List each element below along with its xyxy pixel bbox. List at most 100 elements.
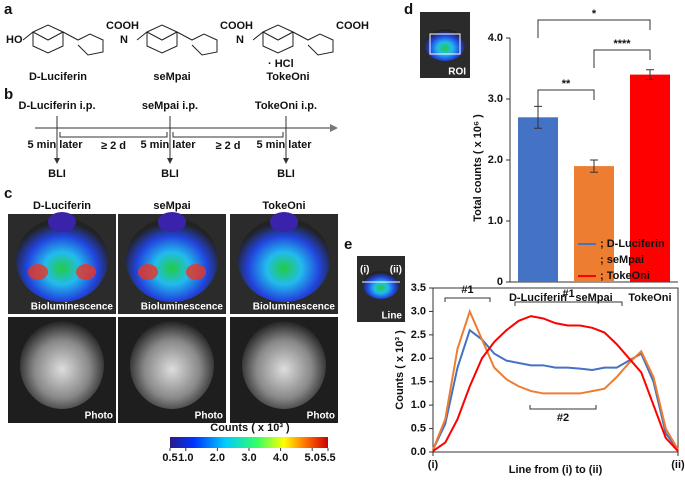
- legend-label: ; D-Luciferin: [600, 238, 665, 250]
- y-tick-label: 2.0: [411, 352, 426, 364]
- y-tick-label: 1.0: [411, 399, 426, 411]
- readout: BLI: [48, 168, 66, 180]
- roi-signal: [425, 29, 465, 61]
- colorbar-tick-label: 5.0: [305, 452, 320, 464]
- annotation: #1: [562, 288, 574, 300]
- annotation-bracket: [514, 301, 623, 306]
- legend-label: ; seMpai: [600, 254, 644, 266]
- legend-label: ; TokeOni: [600, 270, 650, 282]
- mouse: [242, 321, 326, 409]
- y-tick-label: 0.0: [411, 446, 426, 458]
- row-label: Photo: [195, 411, 223, 422]
- compound-name: D-Luciferin: [29, 71, 87, 83]
- y-tick-label: 4.0: [488, 32, 503, 44]
- colorbar-tick-label: 4.0: [273, 452, 288, 464]
- readout: BLI: [277, 168, 295, 180]
- y-tick-label: 2.5: [411, 329, 426, 341]
- x-tick-label: D-Luciferin: [509, 292, 567, 304]
- roi-box: [429, 33, 461, 55]
- significance-bracket: [537, 19, 651, 38]
- arrow-head: [167, 158, 173, 164]
- group-label: N: [120, 34, 128, 46]
- structure: [136, 31, 218, 56]
- row-label: Bioluminescence: [253, 302, 336, 313]
- hotspot: [76, 264, 96, 280]
- panel-label: b: [4, 86, 13, 103]
- signal: [16, 218, 108, 302]
- injection: TokeOni i.p.: [255, 100, 317, 112]
- colorbar-tick-label: 5.5: [320, 452, 335, 464]
- x-tick-label: seMpai: [575, 292, 612, 304]
- significance: **: [562, 78, 571, 90]
- column-title: TokeOni: [262, 200, 305, 212]
- annotation: #1: [461, 284, 473, 296]
- head: [270, 212, 298, 232]
- signal: [238, 218, 330, 302]
- head: [158, 212, 186, 232]
- readout: BLI: [161, 168, 179, 180]
- x-tick-label: (ii): [671, 459, 685, 471]
- bar: [518, 117, 558, 282]
- significance-bracket: [593, 49, 651, 68]
- significance-bracket: [537, 89, 595, 108]
- y-tick-label: 1.0: [488, 215, 503, 227]
- mouse: [130, 321, 214, 409]
- plot-frame: [432, 287, 679, 453]
- group-label: N: [236, 34, 244, 46]
- hotspot: [186, 264, 206, 280]
- interval: ≥ 2 d: [101, 140, 126, 152]
- annotation-bracket: [529, 405, 597, 410]
- arrow-head: [283, 158, 289, 164]
- group-label: COOH: [336, 20, 369, 32]
- colorbar-tick-label: 1.0: [178, 452, 193, 464]
- x-axis-label: Line from (i) to (ii): [509, 464, 603, 476]
- inset-label: ROI: [448, 67, 466, 78]
- line-signal: [363, 271, 399, 299]
- hotspot: [138, 264, 158, 280]
- delay: 5 min later: [140, 139, 196, 151]
- error-bar: [590, 159, 598, 173]
- group-label: COOH: [220, 20, 253, 32]
- signal: [126, 218, 218, 302]
- x-tick-label: TokeOni: [628, 292, 671, 304]
- arrow-head: [54, 158, 60, 164]
- interval: ≥ 2 d: [216, 140, 241, 152]
- hotspot: [28, 264, 48, 280]
- delay: 5 min later: [27, 139, 83, 151]
- column-title: D-Luciferin: [33, 200, 91, 212]
- annotation: #2: [557, 412, 569, 424]
- colorbar: [170, 437, 328, 448]
- compound-name: seMpai: [153, 71, 190, 83]
- colorbar-tick-label: 2.0: [210, 452, 225, 464]
- structure: [22, 31, 104, 56]
- compound-name: TokeOni: [266, 71, 309, 83]
- bar: [574, 166, 614, 282]
- ring: [32, 24, 64, 54]
- injection: D-Luciferin i.p.: [19, 100, 96, 112]
- panel-label: c: [4, 185, 12, 202]
- panel-label: e: [344, 236, 352, 253]
- panel-label: d: [404, 1, 413, 18]
- colorbar-title: Counts ( x 10³ ): [210, 422, 290, 434]
- error-bar: [646, 69, 654, 80]
- brace: [59, 132, 168, 138]
- figure-body: a b c d e D-Luciferin HO COOH seMpai N COOH TokeOni…: [4, 1, 685, 476]
- significance: ****: [613, 38, 631, 50]
- ring: [146, 24, 178, 54]
- panel-label: a: [4, 1, 13, 18]
- ring: [262, 24, 294, 54]
- brace: [172, 132, 284, 138]
- y-tick-label: 3.5: [411, 282, 426, 294]
- colorbar-tick-label: 3.0: [241, 452, 256, 464]
- y-tick-label: 2.0: [488, 154, 503, 166]
- y-tick-label: 3.0: [411, 305, 426, 317]
- y-tick-label: 0: [497, 276, 503, 288]
- injection: seMpai i.p.: [142, 100, 198, 112]
- colorbar-tick-label: 0.5: [162, 452, 177, 464]
- significance: *: [592, 8, 597, 20]
- structure: [252, 31, 334, 56]
- y-axis-label: Counts ( x 10³ ): [394, 330, 406, 410]
- inset-end: (i): [360, 265, 369, 276]
- row-label: Bioluminescence: [31, 302, 114, 313]
